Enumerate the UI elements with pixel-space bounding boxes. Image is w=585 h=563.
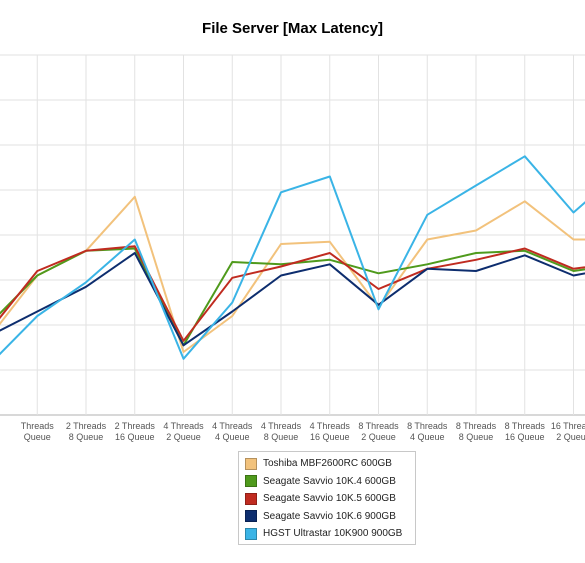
legend-label: Seagate Savvio 10K.5 600GB [263, 493, 396, 505]
x-tick-label: 4 Queue [215, 432, 250, 442]
x-tick-label: 4 Threads [310, 421, 351, 431]
series-line-5 [0, 155, 585, 360]
x-tick-label: 2 Queue [361, 432, 396, 442]
x-tick-label: 4 Queue [410, 432, 445, 442]
x-tick-label: 16 Threads [551, 421, 585, 431]
x-tick-label: 4 Threads [261, 421, 302, 431]
grid [0, 54, 585, 416]
x-tick-label: 16 Queue [115, 432, 155, 442]
x-tick-label: 8 Queue [69, 432, 104, 442]
chart-title: File Server [Max Latency] [202, 20, 383, 37]
x-tick-label: 2 Queue [556, 432, 585, 442]
legend-item: Seagate Savvio 10K.4 600GB [245, 473, 409, 491]
series-line-3 [0, 245, 585, 342]
x-tick-label: 16 Queue [505, 432, 545, 442]
x-tick-label: 2 Threads [66, 421, 107, 431]
series-line-4 [0, 252, 585, 347]
legend-label: Toshiba MBF2600RC 600GB [263, 458, 392, 470]
legend-swatch [245, 457, 257, 470]
legend-swatch [245, 510, 257, 523]
legend-item: HGST Ultrastar 10K900 900GB [245, 525, 409, 543]
legend-item: Seagate Savvio 10K.5 600GB [245, 490, 409, 508]
x-tick-label: 16 Queue [310, 432, 350, 442]
legend-item: Seagate Savvio 10K.6 900GB [245, 508, 409, 526]
x-tick-label: 8 Queue [264, 432, 299, 442]
x-tick-label: 8 Queue [459, 432, 494, 442]
x-tick-label: 4 Threads [212, 421, 253, 431]
x-tick-label: 4 Threads [163, 421, 204, 431]
x-tick-label: 8 Threads [505, 421, 546, 431]
x-tick-label: 2 Threads [115, 421, 156, 431]
x-tick-label: 8 Threads [407, 421, 448, 431]
series-line-1 [0, 195, 585, 353]
legend: Toshiba MBF2600RC 600GB Seagate Savvio 10… [238, 451, 416, 545]
x-tick-label: Threads [21, 421, 55, 431]
legend-swatch [245, 475, 257, 488]
legend-label: Seagate Savvio 10K.6 900GB [263, 510, 396, 522]
x-tick-label: 8 Threads [456, 421, 497, 431]
legend-label: Seagate Savvio 10K.4 600GB [263, 475, 396, 487]
x-tick-label: 8 Threads [358, 421, 399, 431]
legend-label: HGST Ultrastar 10K900 900GB [263, 528, 403, 540]
legend-item: Toshiba MBF2600RC 600GB [245, 455, 409, 473]
x-tick-label: Queue [24, 432, 51, 442]
legend-swatch [245, 492, 257, 505]
legend-swatch [245, 527, 257, 540]
x-tick-label: 2 Queue [166, 432, 201, 442]
series-lines [0, 155, 585, 360]
